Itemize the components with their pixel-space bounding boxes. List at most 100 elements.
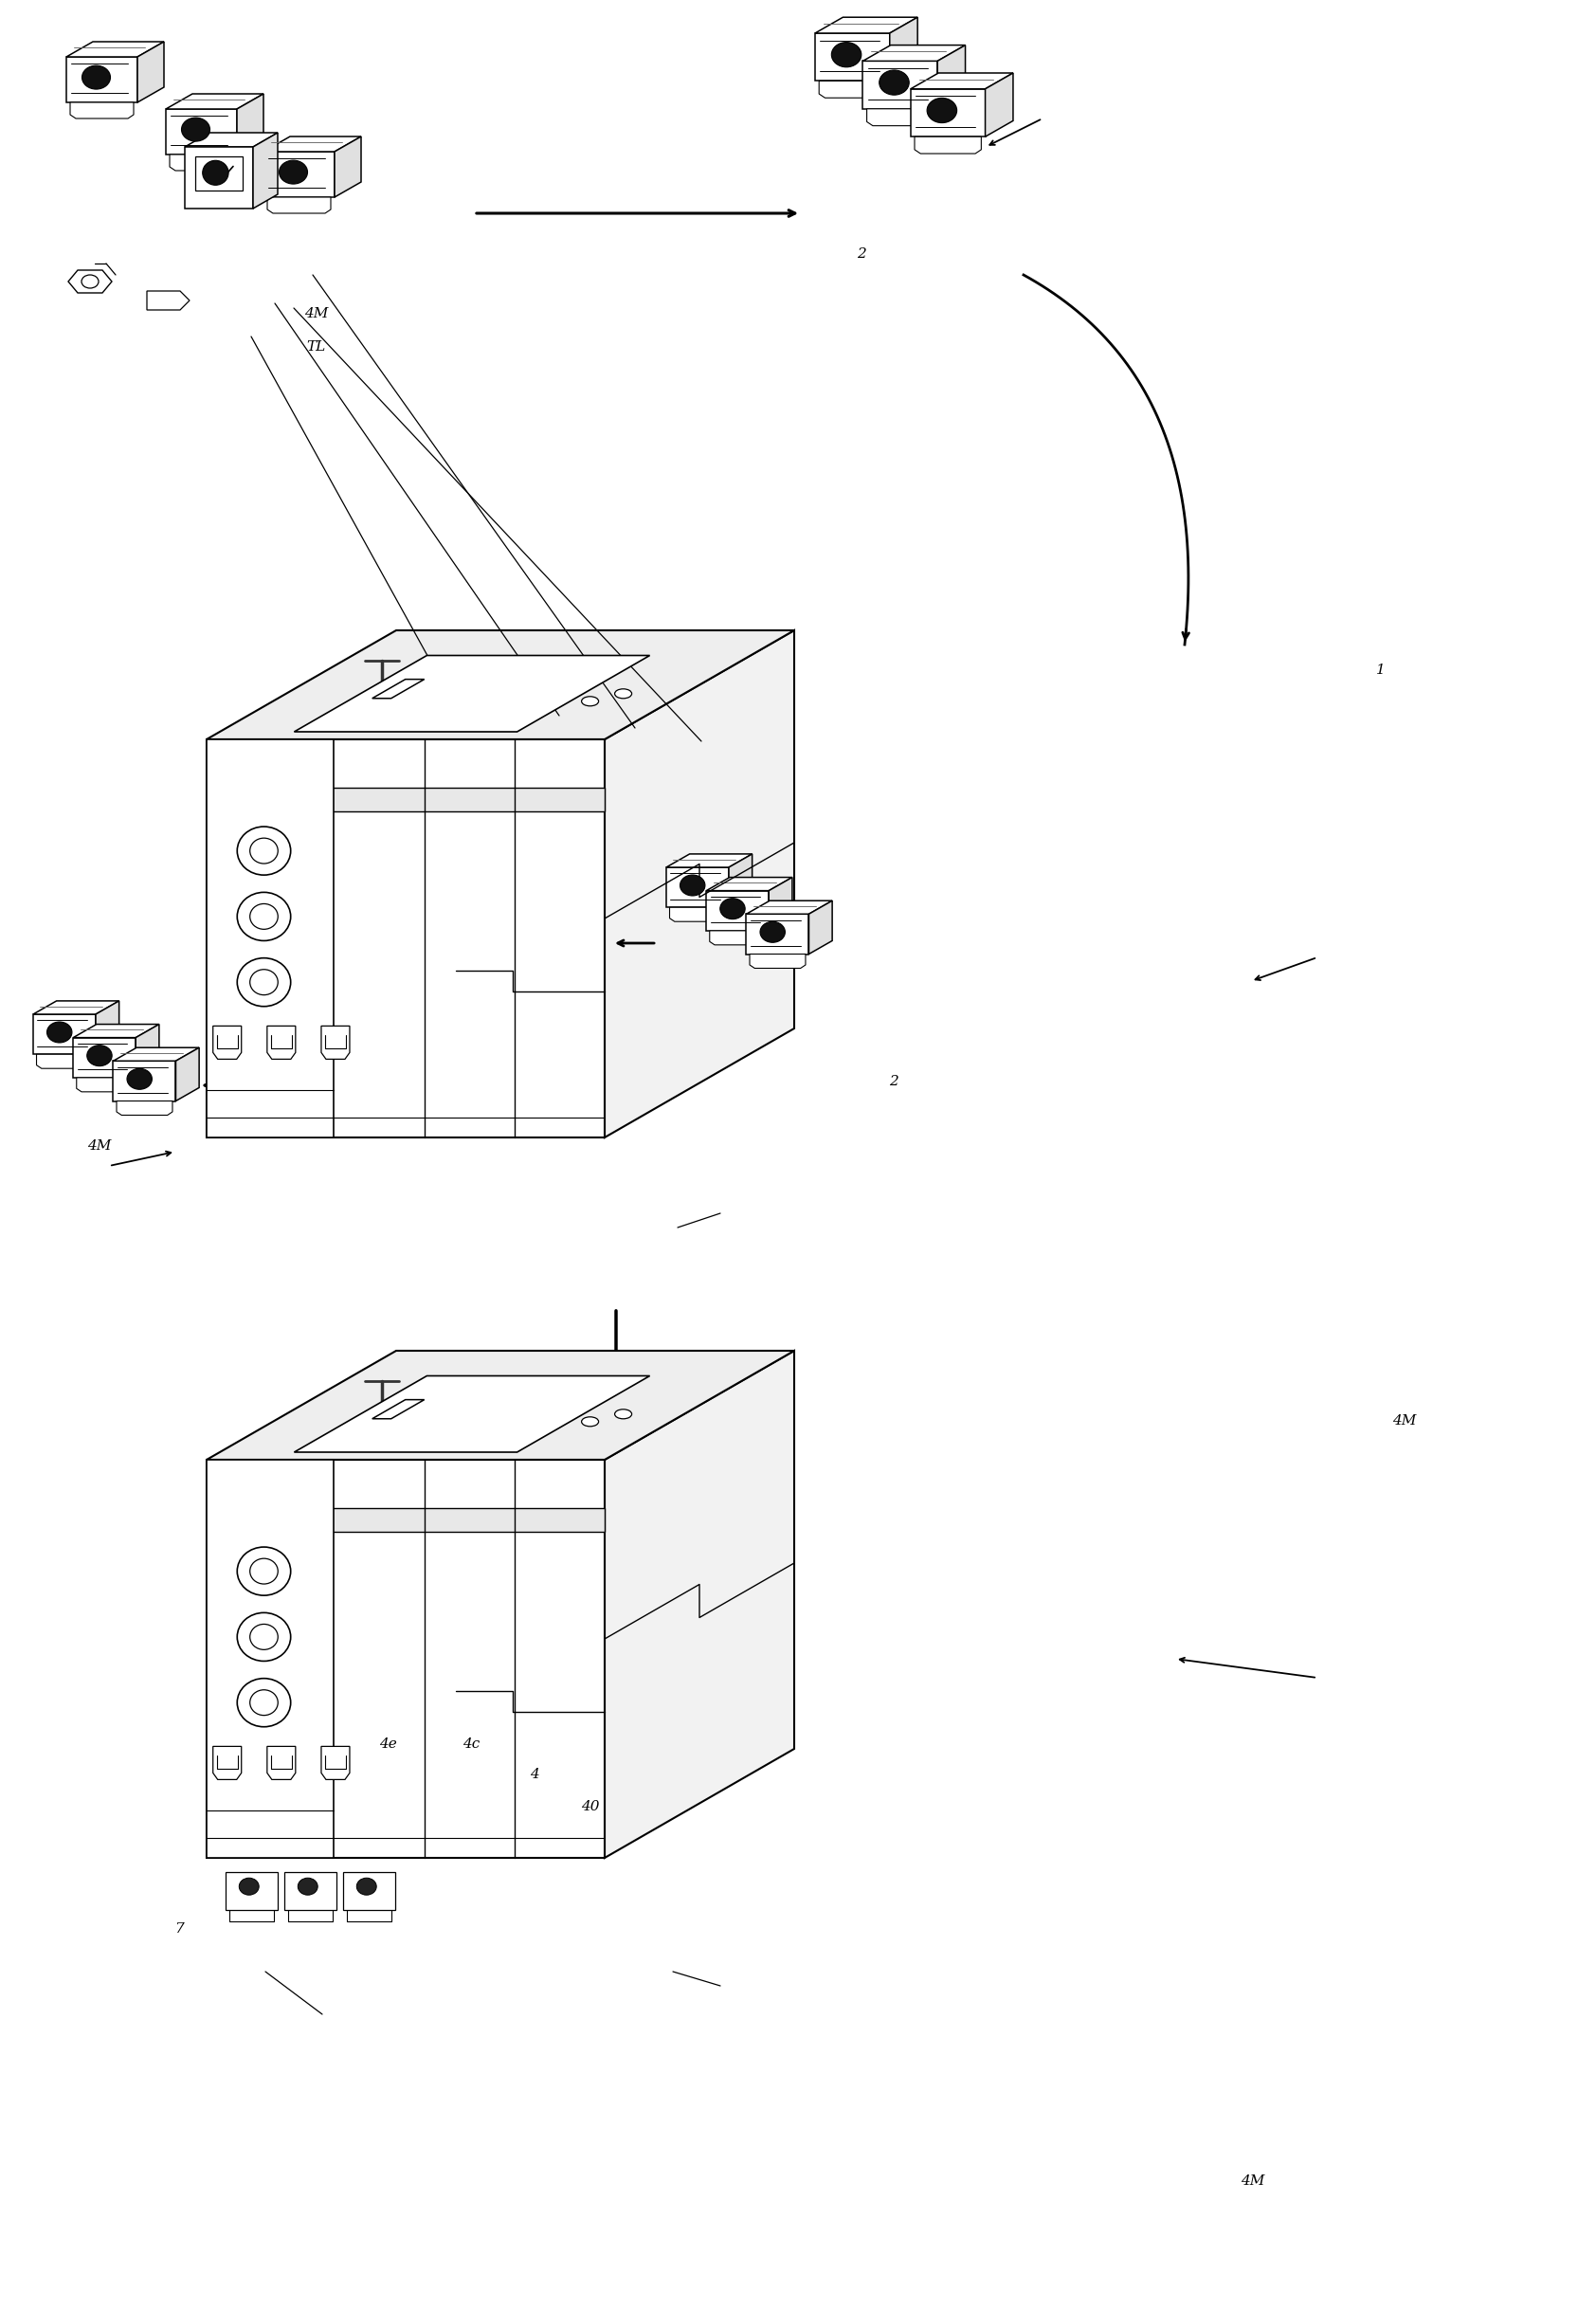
Polygon shape — [176, 1049, 200, 1102]
Polygon shape — [147, 291, 190, 310]
Polygon shape — [73, 1023, 160, 1037]
Polygon shape — [816, 32, 889, 81]
Polygon shape — [206, 739, 334, 1137]
Text: 7: 7 — [174, 1922, 184, 1936]
Polygon shape — [206, 1460, 334, 1857]
Text: 2: 2 — [889, 1074, 899, 1088]
Polygon shape — [321, 1026, 350, 1060]
Text: 4: 4 — [530, 1767, 539, 1781]
Polygon shape — [34, 1000, 120, 1014]
Polygon shape — [236, 95, 263, 155]
Polygon shape — [816, 16, 918, 32]
Polygon shape — [195, 157, 243, 189]
Polygon shape — [729, 855, 752, 908]
Polygon shape — [889, 16, 918, 81]
Polygon shape — [294, 1377, 650, 1453]
Ellipse shape — [356, 1878, 377, 1894]
Polygon shape — [819, 81, 886, 97]
Ellipse shape — [203, 159, 228, 185]
Polygon shape — [867, 109, 934, 125]
Text: 4M: 4M — [1392, 1414, 1417, 1428]
Polygon shape — [747, 901, 832, 915]
Polygon shape — [284, 1871, 337, 1910]
Polygon shape — [666, 855, 752, 866]
Polygon shape — [225, 1871, 278, 1910]
Polygon shape — [263, 136, 361, 152]
Text: 4M: 4M — [303, 307, 329, 321]
Ellipse shape — [182, 118, 211, 141]
Polygon shape — [37, 1053, 93, 1070]
Polygon shape — [77, 1079, 132, 1093]
Polygon shape — [67, 58, 137, 102]
Ellipse shape — [238, 1612, 290, 1661]
Ellipse shape — [680, 875, 705, 896]
Polygon shape — [750, 954, 806, 968]
Ellipse shape — [46, 1021, 72, 1042]
Ellipse shape — [81, 65, 110, 90]
Ellipse shape — [251, 903, 278, 929]
Polygon shape — [911, 74, 1013, 88]
Ellipse shape — [251, 839, 278, 864]
Text: 40: 40 — [581, 1799, 600, 1813]
Polygon shape — [769, 878, 792, 931]
Polygon shape — [670, 908, 726, 922]
Ellipse shape — [760, 922, 785, 942]
Ellipse shape — [251, 1559, 278, 1585]
Polygon shape — [605, 1351, 795, 1857]
Text: 2: 2 — [857, 247, 867, 261]
Polygon shape — [206, 739, 605, 1137]
Polygon shape — [809, 901, 832, 954]
Polygon shape — [267, 1746, 295, 1779]
Polygon shape — [911, 88, 985, 136]
Polygon shape — [267, 1026, 295, 1060]
Polygon shape — [69, 270, 112, 293]
Polygon shape — [206, 1508, 605, 1532]
Polygon shape — [605, 631, 795, 1137]
Text: 1: 1 — [1376, 663, 1385, 677]
Polygon shape — [206, 1460, 605, 1857]
Polygon shape — [96, 1000, 120, 1053]
Ellipse shape — [238, 1548, 290, 1596]
Ellipse shape — [581, 698, 598, 707]
Text: 4e: 4e — [378, 1737, 397, 1751]
Ellipse shape — [251, 970, 278, 996]
Text: 4c: 4c — [463, 1737, 479, 1751]
Polygon shape — [707, 878, 792, 892]
Ellipse shape — [298, 1878, 318, 1894]
Text: 4M: 4M — [86, 1139, 112, 1153]
Polygon shape — [863, 46, 966, 60]
Polygon shape — [70, 102, 134, 118]
Polygon shape — [335, 136, 361, 196]
Polygon shape — [372, 679, 425, 698]
Ellipse shape — [238, 1679, 290, 1728]
Ellipse shape — [238, 892, 290, 940]
Polygon shape — [666, 866, 729, 908]
Ellipse shape — [251, 1624, 278, 1649]
Polygon shape — [206, 1351, 795, 1460]
Polygon shape — [185, 132, 278, 148]
Polygon shape — [73, 1037, 136, 1079]
Polygon shape — [343, 1871, 396, 1910]
Polygon shape — [747, 915, 809, 954]
Ellipse shape — [238, 959, 290, 1007]
Ellipse shape — [81, 275, 99, 289]
Ellipse shape — [581, 1416, 598, 1425]
Polygon shape — [915, 136, 982, 152]
Polygon shape — [113, 1060, 176, 1102]
Text: 4M: 4M — [1240, 2174, 1266, 2188]
Ellipse shape — [128, 1070, 152, 1090]
Polygon shape — [169, 155, 233, 171]
Polygon shape — [937, 46, 966, 109]
Ellipse shape — [239, 1878, 259, 1894]
Polygon shape — [185, 148, 254, 208]
Polygon shape — [254, 132, 278, 208]
Polygon shape — [212, 1026, 241, 1060]
Polygon shape — [136, 1023, 160, 1079]
Ellipse shape — [879, 69, 910, 95]
Polygon shape — [67, 42, 164, 58]
Polygon shape — [166, 109, 236, 155]
Polygon shape — [294, 656, 650, 732]
Polygon shape — [863, 60, 937, 109]
Polygon shape — [166, 95, 263, 109]
Polygon shape — [321, 1746, 350, 1779]
